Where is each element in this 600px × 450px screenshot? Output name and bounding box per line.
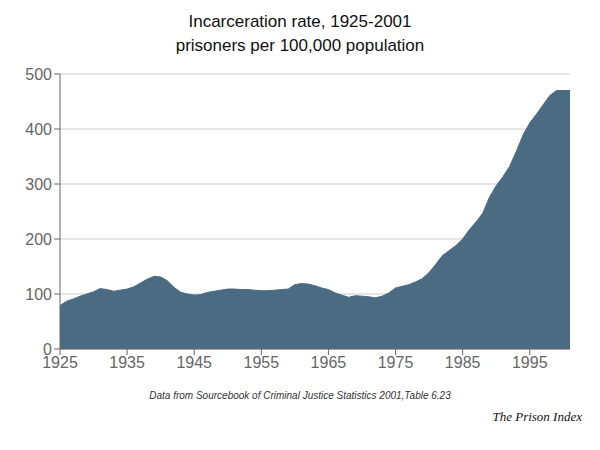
svg-text:300: 300	[25, 176, 52, 193]
html-text:Data from Sourcebook of Crimin: Data from Sourcebook of Criminal Justice…	[149, 390, 451, 401]
svg-text:1985: 1985	[445, 354, 481, 371]
html-text:prisoners per 100,000 populati: prisoners per 100,000 population	[175, 36, 425, 55]
svg-text:400: 400	[25, 121, 52, 138]
svg-text:1975: 1975	[378, 354, 414, 371]
svg-text:1935: 1935	[109, 354, 145, 371]
svg-text:1965: 1965	[311, 354, 347, 371]
svg-text:1945: 1945	[176, 354, 212, 371]
html-text:Incarceration rate, 1925-2001: Incarceration rate, 1925-2001	[188, 12, 412, 31]
svg-text:200: 200	[25, 231, 52, 248]
svg-text:0: 0	[43, 341, 52, 358]
svg-text:1925: 1925	[42, 354, 78, 372]
svg-text:100: 100	[25, 286, 52, 303]
svg-text:1955: 1955	[244, 354, 280, 371]
html-text:The Prison Index: The Prison Index	[492, 409, 582, 424]
svg-text:1995: 1995	[512, 354, 548, 371]
svg-text:500: 500	[25, 66, 52, 83]
